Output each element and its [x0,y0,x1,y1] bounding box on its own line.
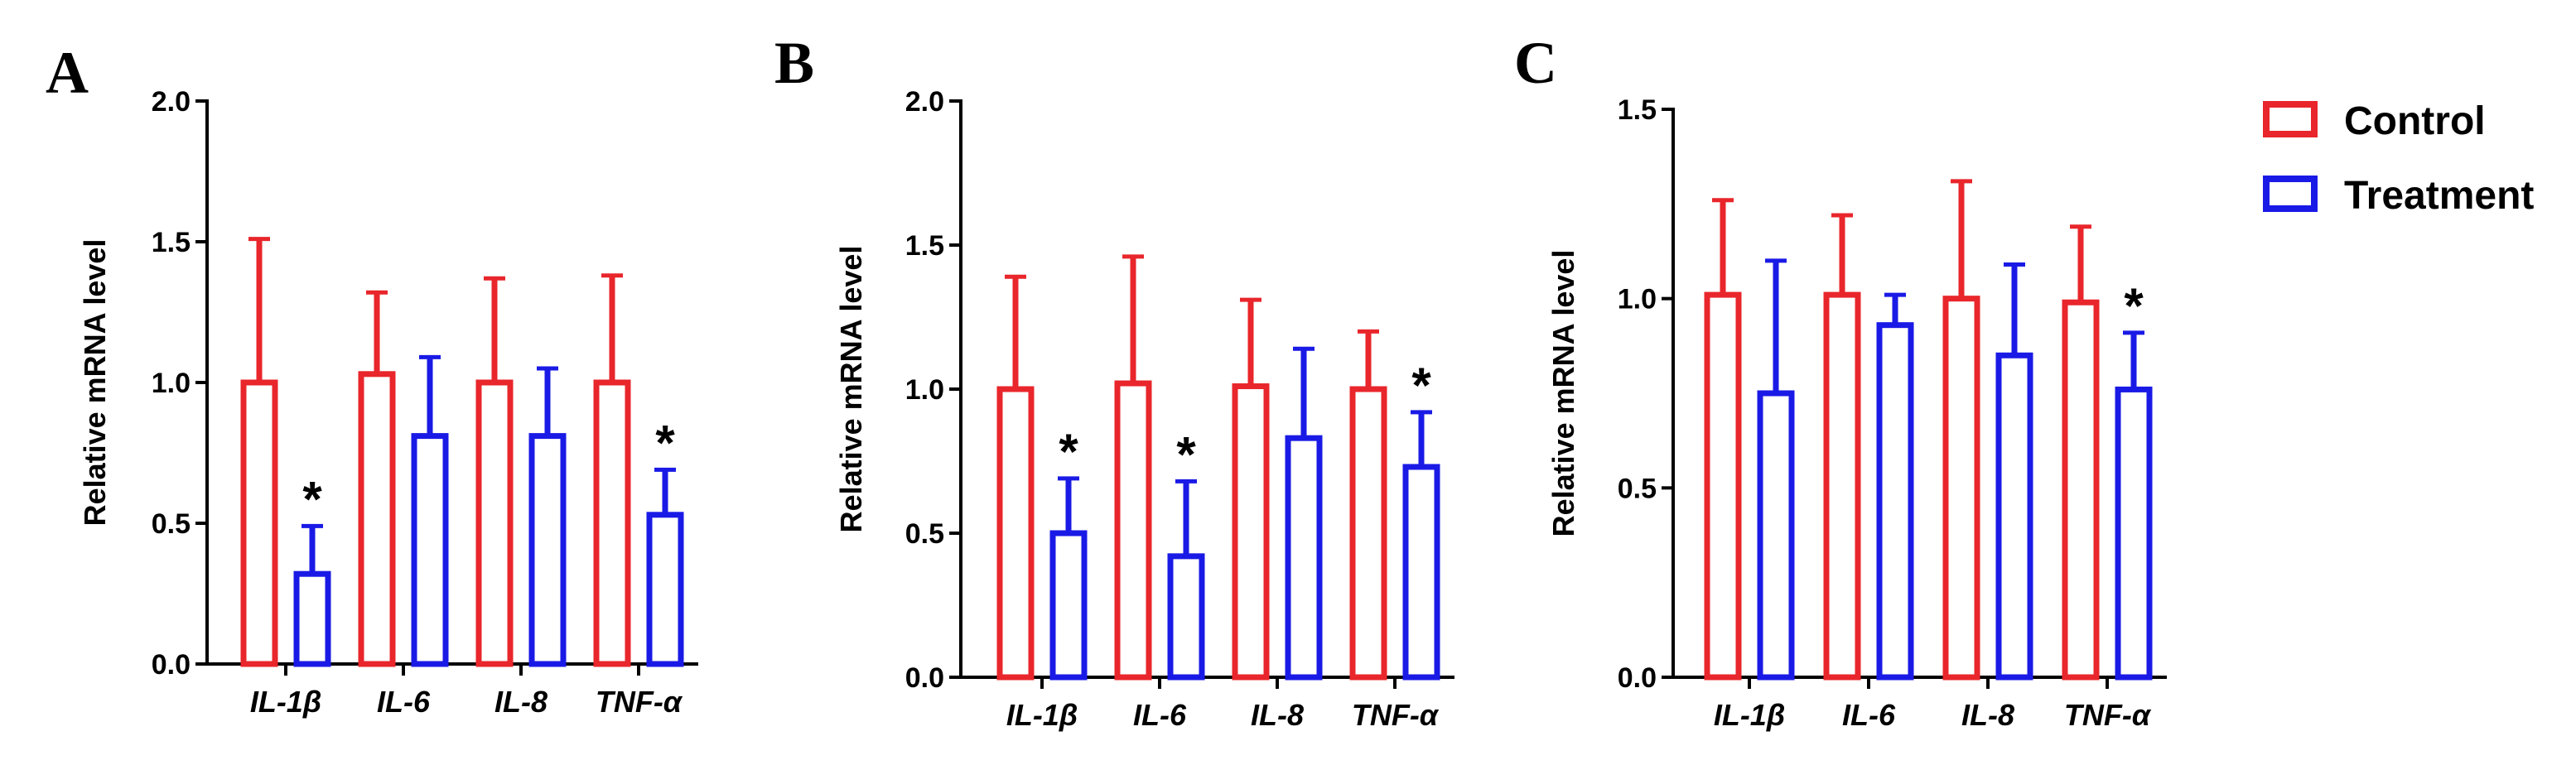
panels: A Relative mRNA level 0.0 0.5 1.0 1.5 2.0 IL-1β… [46,30,2167,732]
bar-control [358,371,396,667]
panel-letter: A [46,40,89,106]
bar-treatment [2115,386,2153,681]
panel-A: A Relative mRNA level 0.0 0.5 1.0 1.5 2.0 IL-1β… [46,40,698,719]
bar-treatment [1757,390,1795,681]
legend: Control Treatment [2263,99,2534,218]
y-tick-label: 1.0 [905,374,944,406]
bar-treatment [1402,464,1440,681]
y-tick-label: 0.0 [1618,662,1657,694]
x-tick-label: TNF-α [1352,698,1440,732]
bar-treatment [1285,435,1323,681]
x-tick-label: IL-8 [494,685,548,719]
y-tick-label: 1.0 [152,368,191,399]
bar-control [240,379,278,667]
x-tick-label: IL-6 [1842,698,1896,732]
panel-C: C Relative mRNA level 0.0 0.5 1.0 1.5 IL-1β IL-… [1514,30,2167,732]
y-tick-label: 1.5 [152,227,191,258]
bar-control [475,379,514,667]
bar-control [1942,296,1980,681]
bar-treatment [528,433,567,667]
panel-letter: B [774,30,814,96]
bar-control [593,379,631,667]
y-tick-label: 2.0 [905,86,944,118]
x-tick-label: TNF-α [596,685,683,719]
y-tick-label: 2.0 [152,86,191,118]
y-tick-label: 0.5 [1618,473,1657,504]
y-axis-label: Relative mRNA level [834,246,868,533]
x-tick-label: IL-1β [250,685,321,719]
x-tick-label: IL-6 [377,685,431,719]
bar-treatment [1167,553,1205,681]
y-tick-label: 0.5 [905,518,944,550]
legend-item-control: Control [2263,99,2486,143]
bar-treatment [646,512,684,667]
bar-control [1704,291,1742,681]
x-tick-label: IL-1β [1714,698,1785,732]
x-tick-label: IL-1β [1006,698,1078,732]
panel-letter: C [1514,30,1557,96]
panel-B: B Relative mRNA level 0.0 0.5 1.0 1.5 2.0 IL-1β… [774,30,1454,732]
y-tick-label: 1.5 [1618,94,1657,126]
legend-item-treatment: Treatment [2263,174,2534,218]
y-tick-label: 1.5 [905,230,944,262]
bar-treatment [1876,322,1914,681]
bar-control [1114,380,1152,681]
bar-control [1349,386,1387,681]
bar-treatment [1049,530,1088,681]
y-tick-label: 0.5 [152,508,191,540]
bar-control [1823,291,1861,681]
x-tick-label: IL-8 [1251,698,1304,732]
x-tick-label: IL-8 [1961,698,2014,732]
legend-swatch [2263,176,2318,212]
significance-star: * [655,415,675,470]
significance-star: * [2124,278,2144,334]
y-tick-label: 0.0 [152,649,191,681]
significance-star: * [1059,424,1078,479]
y-axis-label: Relative mRNA level [1546,250,1580,537]
y-axis-label: Relative mRNA level [78,239,112,527]
x-tick-label: TNF-α [2064,698,2152,732]
x-tick-label: IL-6 [1133,698,1187,732]
legend-label: Control [2344,99,2486,143]
bar-treatment [293,570,331,667]
bar-control [2062,299,2100,681]
bar-control [996,386,1035,681]
bar-treatment [1995,352,2033,681]
y-tick-label: 0.0 [905,662,944,694]
bar-control [1232,383,1270,681]
legend-swatch [2263,101,2318,137]
significance-star: * [1411,358,1431,413]
legend-label: Treatment [2344,174,2534,218]
significance-star: * [1176,426,1196,482]
bar-treatment [411,433,449,667]
significance-star: * [302,471,322,527]
y-tick-label: 1.0 [1618,284,1657,315]
